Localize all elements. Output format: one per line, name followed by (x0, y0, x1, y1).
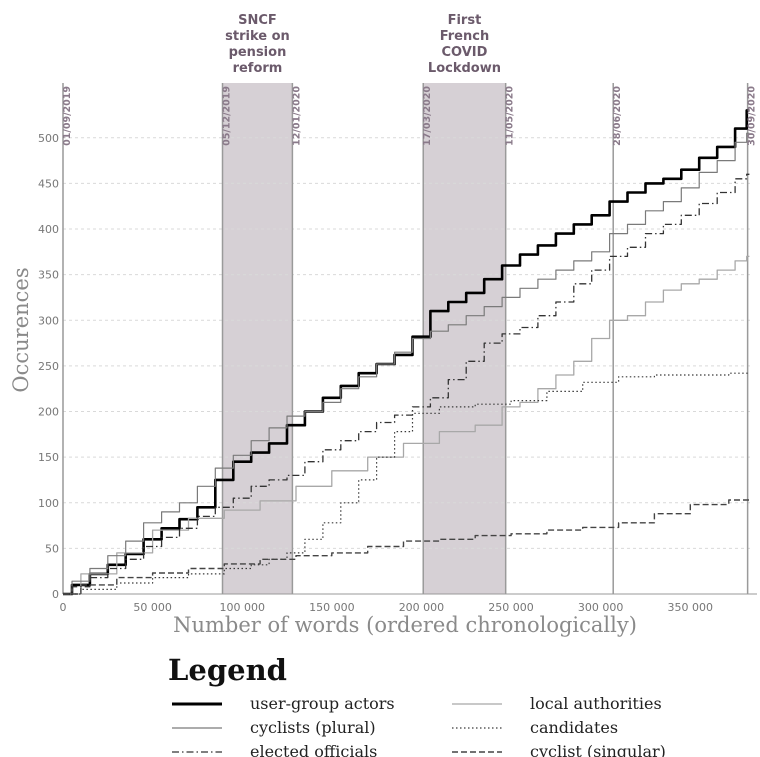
y-tick-label: 50 (45, 542, 59, 555)
date-marker-label: 30/09/2020 (747, 86, 758, 146)
period-label: First French COVID Lockdown (428, 13, 501, 76)
date-marker-label: 28/06/2020 (612, 86, 623, 146)
x-tick-label: 300 000 (578, 601, 624, 614)
date-marker-lines (62, 83, 749, 594)
series-line-cyclists-plural (63, 132, 750, 595)
y-axis-title: Occurences (9, 267, 33, 392)
x-tick-label: 350 000 (668, 601, 714, 614)
x-tick-label: 100 000 (219, 601, 265, 614)
x-axis-title: Number of words (ordered chronologically… (173, 613, 637, 637)
period-band (423, 83, 506, 594)
date-marker-labels: 01/09/2019 05/12/2019 12/01/2020 17/03/2020… (62, 86, 758, 146)
date-marker-label: 12/01/2020 (291, 86, 302, 146)
legend-label: local authorities (530, 694, 662, 713)
x-tick-label: 200 000 (399, 601, 445, 614)
period-labels: SNCF strike on pension reform First French COV… (225, 13, 501, 76)
legend: Legend user-group actors local authoritie… (168, 653, 666, 757)
y-tick-label: 350 (38, 269, 59, 282)
period-band (222, 83, 293, 594)
x-tick-label: 250 000 (488, 601, 534, 614)
y-tick-label: 150 (38, 451, 59, 464)
period-label: SNCF strike on pension reform (225, 13, 290, 76)
date-marker-label: 11/05/2020 (505, 86, 516, 146)
y-tick-label: 250 (38, 360, 59, 373)
y-tick-label: 500 (38, 132, 59, 145)
series-lines (63, 109, 750, 596)
y-tick-label: 100 (38, 497, 59, 510)
period-bands (222, 83, 506, 594)
date-marker-label: 01/09/2019 (62, 86, 73, 146)
x-tick-label: 150 000 (309, 601, 355, 614)
series-line-cyclist-singular (63, 499, 750, 595)
gridlines (63, 137, 753, 549)
legend-title: Legend (168, 653, 287, 687)
series-line-elected-officials (63, 173, 750, 595)
legend-label: user-group actors (250, 694, 395, 713)
date-marker-label: 17/03/2020 (422, 86, 433, 146)
legend-label: candidates (530, 718, 618, 737)
x-tick-label: 50 000 (133, 601, 172, 614)
y-tick-label: 450 (38, 177, 59, 190)
series-line-candidates (63, 372, 750, 595)
axes (62, 83, 757, 595)
date-marker-label: 05/12/2019 (222, 86, 233, 146)
series-line-local-authorities (63, 255, 750, 595)
legend-label: elected officials (250, 742, 377, 757)
y-tick-label: 0 (52, 588, 59, 601)
y-tick-label: 200 (38, 406, 59, 419)
legend-label: cyclist (singular) (530, 742, 666, 757)
y-tick-label: 400 (38, 223, 59, 236)
tick-labels: 0 50 100 150 200 250 300 350 400 450 500 0 50 000 100… (38, 132, 713, 614)
x-tick-label: 0 (60, 601, 67, 614)
y-tick-label: 300 (38, 314, 59, 327)
legend-label: cyclists (plural) (250, 718, 376, 737)
